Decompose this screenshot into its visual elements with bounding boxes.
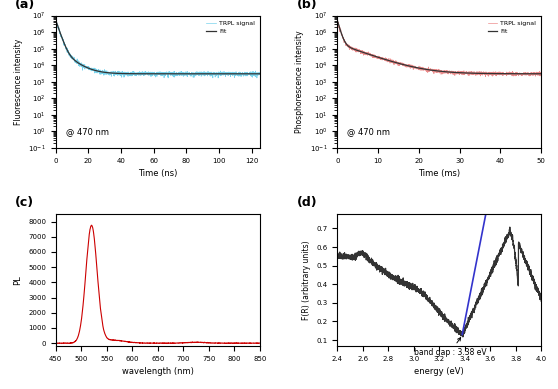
Text: @ 470 nm: @ 470 nm [348, 128, 391, 137]
Legend: TRPL signal, Fit: TRPL signal, Fit [486, 19, 538, 36]
Fit [532, 72, 538, 76]
TRPL signal [433, 67, 440, 72]
TRPL signal [253, 75, 260, 80]
X-axis label: Time (ms): Time (ms) [418, 169, 460, 178]
TRPL signal [334, 19, 340, 23]
Fit [52, 18, 59, 23]
X-axis label: Time (ns): Time (ns) [138, 169, 177, 178]
Fit [344, 43, 351, 48]
TRPL signal [532, 72, 539, 77]
Text: (c): (c) [15, 196, 34, 209]
TRPL signal [152, 72, 158, 77]
Fit [433, 68, 440, 73]
TRPL signal [495, 72, 502, 77]
Fit [152, 72, 158, 76]
Fit [532, 72, 538, 76]
Y-axis label: Phosphorescence intensity: Phosphorescence intensity [295, 30, 304, 133]
X-axis label: wavelength (nm): wavelength (nm) [122, 368, 194, 377]
Fit [63, 46, 70, 50]
TRPL signal [428, 68, 435, 73]
Fit [428, 68, 435, 72]
TRPL signal [482, 74, 489, 79]
TRPL signal [257, 72, 263, 77]
TRPL signal [52, 18, 59, 22]
Text: @ 470 nm: @ 470 nm [66, 128, 109, 137]
Fit [494, 71, 501, 76]
TRPL signal [251, 72, 257, 77]
X-axis label: energy (eV): energy (eV) [415, 368, 464, 377]
TRPL signal [251, 71, 257, 76]
TRPL signal [538, 71, 545, 76]
TRPL signal [532, 74, 539, 79]
TRPL signal [344, 42, 351, 47]
Text: (b): (b) [296, 0, 317, 11]
Line: Fit: Fit [337, 20, 541, 74]
Legend: TRPL signal, Fit: TRPL signal, Fit [205, 19, 257, 36]
Fit [334, 18, 340, 23]
Y-axis label: PL: PL [13, 275, 22, 285]
TRPL signal [146, 70, 153, 75]
TRPL signal [334, 18, 341, 23]
Fit [251, 72, 257, 76]
Fit [146, 72, 153, 76]
Line: TRPL signal: TRPL signal [337, 21, 541, 77]
Y-axis label: F(R) (arbitrary units): F(R) (arbitrary units) [302, 240, 311, 320]
Line: TRPL signal: TRPL signal [56, 20, 260, 78]
Text: band gap : 3.38 eV: band gap : 3.38 eV [414, 338, 487, 357]
Fit [213, 72, 220, 76]
Text: (d): (d) [296, 196, 317, 209]
Fit [251, 72, 257, 76]
Fit [538, 72, 545, 76]
TRPL signal [63, 47, 70, 51]
TRPL signal [213, 72, 220, 76]
Fit [257, 72, 263, 76]
Text: (a): (a) [15, 0, 35, 11]
TRPL signal [53, 18, 60, 22]
Line: Fit: Fit [56, 20, 260, 74]
Y-axis label: Fluorescence intensity: Fluorescence intensity [14, 39, 23, 125]
